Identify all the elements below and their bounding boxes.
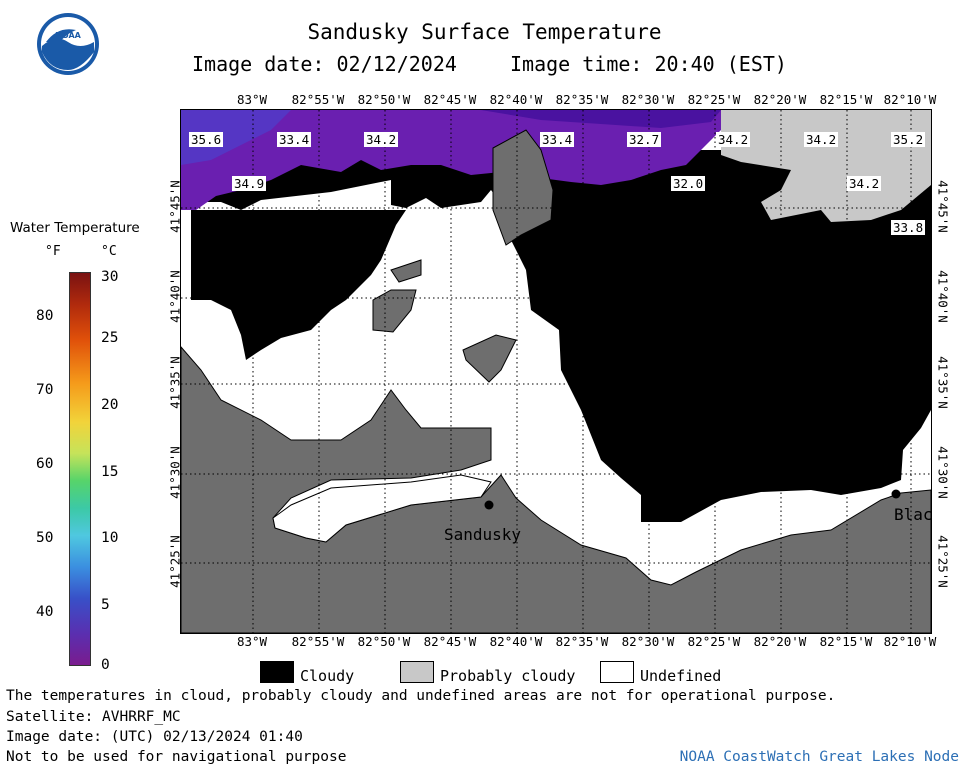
latitude-label: 41°45'N bbox=[935, 180, 951, 233]
legend-label-undefined: Undefined bbox=[640, 667, 722, 685]
latitude-label: 41°25'N bbox=[167, 535, 183, 588]
temperature-value: 34.2 bbox=[804, 132, 839, 147]
map-title: Sandusky Surface Temperature bbox=[307, 20, 662, 44]
temperature-value: 35.6 bbox=[189, 132, 224, 147]
image-time: Image time: 20:40 (EST) bbox=[510, 52, 787, 76]
island-kelleys bbox=[492, 129, 554, 246]
city-label-sandusky: Sandusky bbox=[444, 525, 522, 544]
city-marker-blac bbox=[891, 489, 901, 499]
probably-cloudy-area bbox=[721, 110, 931, 222]
legend-swatch-cloudy bbox=[260, 661, 294, 683]
latitude-label: 41°45'N bbox=[167, 180, 183, 233]
disclaimer-note: The temperatures in cloud, probably clou… bbox=[6, 688, 836, 704]
longitude-label: 82°25'W bbox=[687, 634, 741, 649]
city-marker-sandusky bbox=[484, 500, 494, 510]
longitude-label: 82°45'W bbox=[423, 634, 477, 649]
island-1 bbox=[372, 289, 417, 333]
latitude-label: 41°35'N bbox=[167, 356, 183, 409]
sst-warm-patch bbox=[181, 110, 291, 165]
celsius-tick: 30 bbox=[101, 269, 119, 285]
unit-celsius: °C bbox=[101, 244, 117, 259]
longitude-label: 82°55'W bbox=[291, 92, 345, 107]
fahrenheit-tick: 70 bbox=[36, 382, 54, 398]
longitude-label: 82°45'W bbox=[423, 92, 477, 107]
cloudy-area-west bbox=[181, 210, 406, 360]
utc-date-note: Image date: (UTC) 02/13/2024 01:40 bbox=[6, 729, 303, 745]
celsius-tick: 10 bbox=[101, 530, 119, 546]
sst-cool-patch bbox=[481, 110, 721, 128]
longitude-label: 83°W bbox=[236, 634, 268, 649]
temperature-value: 33.8 bbox=[891, 220, 926, 235]
fahrenheit-tick: 80 bbox=[36, 308, 54, 324]
credit-note: NOAA CoastWatch Great Lakes Node bbox=[679, 749, 959, 765]
temperature-value: 34.2 bbox=[364, 132, 399, 147]
temperature-value: 32.0 bbox=[671, 176, 706, 191]
legend-label-cloudy: Cloudy bbox=[300, 667, 355, 685]
image-date: Image date: 02/12/2024 bbox=[192, 52, 457, 76]
unit-fahrenheit: °F bbox=[45, 244, 61, 259]
longitude-label: 82°10'W bbox=[883, 92, 937, 107]
colorbar-title: Water Temperature bbox=[10, 220, 140, 236]
celsius-tick: 15 bbox=[101, 464, 119, 480]
graticule bbox=[181, 110, 931, 633]
island-3 bbox=[462, 334, 517, 383]
legend-label-probably-cloudy: Probably cloudy bbox=[440, 667, 576, 685]
temperature-value: 33.4 bbox=[540, 132, 575, 147]
legend-swatch-probably-cloudy bbox=[400, 661, 434, 683]
longitude-label: 82°25'W bbox=[687, 92, 741, 107]
temperature-value: 34.2 bbox=[847, 176, 882, 191]
longitude-label: 82°40'W bbox=[489, 92, 543, 107]
celsius-tick: 20 bbox=[101, 397, 119, 413]
cloudy-area bbox=[181, 150, 931, 522]
latitude-label: 41°40'N bbox=[935, 270, 951, 323]
longitude-label: 82°30'W bbox=[621, 634, 675, 649]
temperature-value: 34.9 bbox=[232, 176, 267, 191]
longitude-label: 82°20'W bbox=[753, 634, 807, 649]
map-frame bbox=[180, 109, 932, 634]
latitude-label: 41°30'N bbox=[935, 446, 951, 499]
legend-swatch-undefined bbox=[600, 661, 634, 683]
longitude-label: 82°55'W bbox=[291, 634, 345, 649]
celsius-tick: 5 bbox=[101, 597, 110, 613]
latitude-label: 41°25'N bbox=[935, 535, 951, 588]
sandusky-bay bbox=[272, 474, 492, 543]
temperature-value: 32.7 bbox=[627, 132, 662, 147]
fahrenheit-tick: 50 bbox=[36, 530, 54, 546]
longitude-label: 82°50'W bbox=[357, 92, 411, 107]
longitude-label: 82°35'W bbox=[555, 634, 609, 649]
latitude-label: 41°30'N bbox=[167, 446, 183, 499]
satellite-note: Satellite: AVHRRF_MC bbox=[6, 709, 181, 725]
navigation-note: Not to be used for navigational purpose bbox=[6, 749, 347, 765]
temperature-value: 35.2 bbox=[891, 132, 926, 147]
map-canvas bbox=[181, 110, 931, 633]
longitude-label: 83°W bbox=[236, 92, 268, 107]
longitude-label: 82°50'W bbox=[357, 634, 411, 649]
longitude-label: 82°40'W bbox=[489, 634, 543, 649]
longitude-label: 82°35'W bbox=[555, 92, 609, 107]
noaa-logo: NOAA bbox=[36, 12, 100, 76]
fahrenheit-tick: 40 bbox=[36, 604, 54, 620]
temperature-value: 34.2 bbox=[716, 132, 751, 147]
longitude-label: 82°15'W bbox=[819, 92, 873, 107]
longitude-label: 82°15'W bbox=[819, 634, 873, 649]
temperature-value: 33.4 bbox=[277, 132, 312, 147]
fahrenheit-tick: 60 bbox=[36, 456, 54, 472]
island-2 bbox=[390, 259, 422, 283]
celsius-tick: 25 bbox=[101, 330, 119, 346]
latitude-label: 41°35'N bbox=[935, 356, 951, 409]
city-label-blac: Blac bbox=[894, 505, 933, 524]
latitude-label: 41°40'N bbox=[167, 270, 183, 323]
svg-text:NOAA: NOAA bbox=[55, 31, 81, 40]
longitude-label: 82°20'W bbox=[753, 92, 807, 107]
longitude-label: 82°30'W bbox=[621, 92, 675, 107]
longitude-label: 82°10'W bbox=[883, 634, 937, 649]
colorbar-gradient bbox=[69, 272, 91, 666]
celsius-tick: 0 bbox=[101, 657, 110, 673]
